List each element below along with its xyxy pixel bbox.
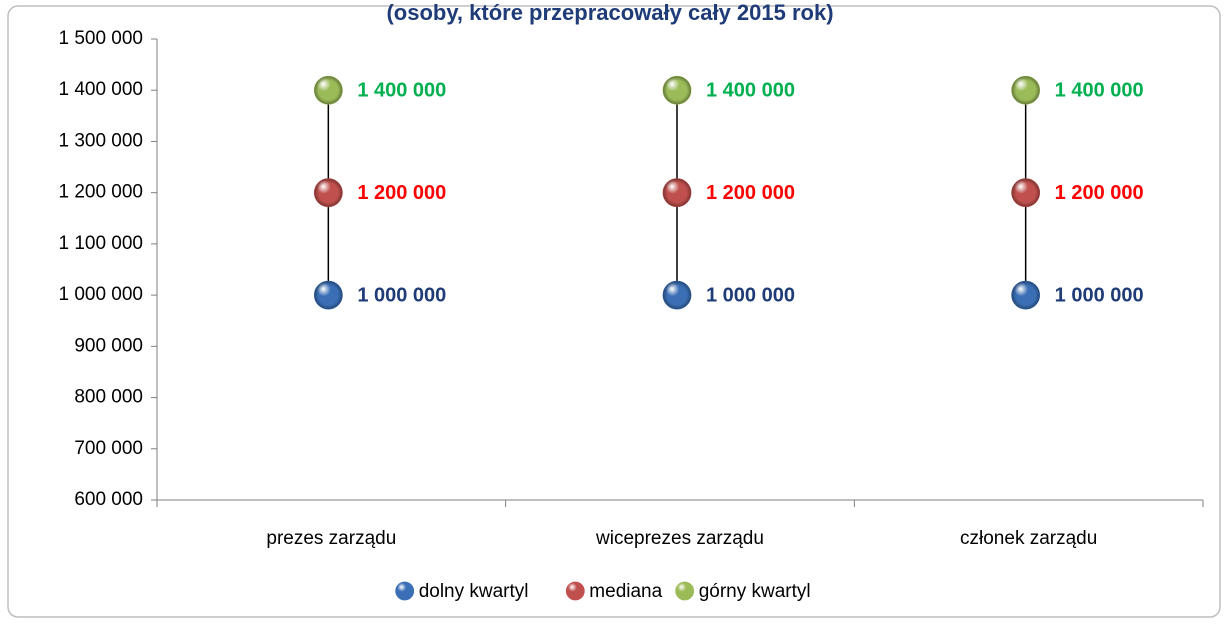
- y-tick-label: 800 000: [74, 387, 143, 408]
- data-label-mediana: 1 200 000: [706, 182, 795, 204]
- legend-marker-dolny-kwartyl: [395, 581, 415, 601]
- legend-label-gorny-kwartyl: górny kwartyl: [699, 581, 811, 602]
- axes: 600 000 700 000 800 000 900 000 1 000 000 1 1…: [58, 28, 1204, 549]
- data-label-dolny-kwartyl: 1 000 000: [1055, 284, 1144, 306]
- point-shade: [1011, 178, 1040, 207]
- point-shade: [1011, 76, 1040, 105]
- data-label-mediana: 1 200 000: [1055, 182, 1144, 204]
- point-shade: [663, 76, 691, 105]
- y-tick-label: 1 000 000: [58, 284, 143, 305]
- x-tick-label: wiceprezes zarządu: [595, 528, 764, 549]
- data-label-dolny-kwartyl: 1 000 000: [706, 284, 795, 306]
- y-tick-label: 1 300 000: [58, 130, 143, 151]
- chart-title: (osoby, które przepracowały cały 2015 ro…: [386, 0, 833, 25]
- data-label-gorny-kwartyl: 1 400 000: [706, 80, 795, 102]
- data-label-gorny-kwartyl: 1 400 000: [357, 80, 446, 102]
- legend-marker-mediana: [565, 581, 585, 601]
- chart-frame: [7, 5, 1221, 618]
- point-shade: [1011, 281, 1040, 310]
- y-tick-label: 1 400 000: [58, 79, 143, 100]
- y-tick-label: 700 000: [74, 438, 143, 459]
- x-tick-label: prezes zarządu: [266, 528, 396, 549]
- legend-marker-gorny-kwartyl: [675, 581, 695, 601]
- point-shade: [663, 281, 691, 310]
- data-label-gorny-kwartyl: 1 400 000: [1055, 80, 1144, 102]
- y-tick-label: 600 000: [74, 489, 143, 510]
- point-shade: [314, 178, 343, 207]
- y-tick-label: 900 000: [74, 335, 143, 356]
- legend-label-mediana: mediana: [589, 581, 662, 602]
- y-tick-label: 1 100 000: [58, 233, 143, 254]
- legend: dolny kwartyl mediana górny kwartyl: [395, 581, 811, 602]
- y-tick-label: 1 500 000: [58, 28, 143, 49]
- data-label-dolny-kwartyl: 1 000 000: [357, 284, 446, 306]
- plot-area: 1 000 000 1 000 000 1 000 000 1 200 000 1 20…: [313, 75, 1144, 310]
- point-shade: [663, 178, 691, 207]
- y-tick-label: 1 200 000: [58, 182, 143, 203]
- point-shade: [314, 281, 343, 310]
- data-label-mediana: 1 200 000: [357, 182, 446, 204]
- legend-label-dolny-kwartyl: dolny kwartyl: [419, 581, 529, 602]
- point-shade: [314, 76, 343, 105]
- x-tick-label: członek zarządu: [960, 528, 1097, 549]
